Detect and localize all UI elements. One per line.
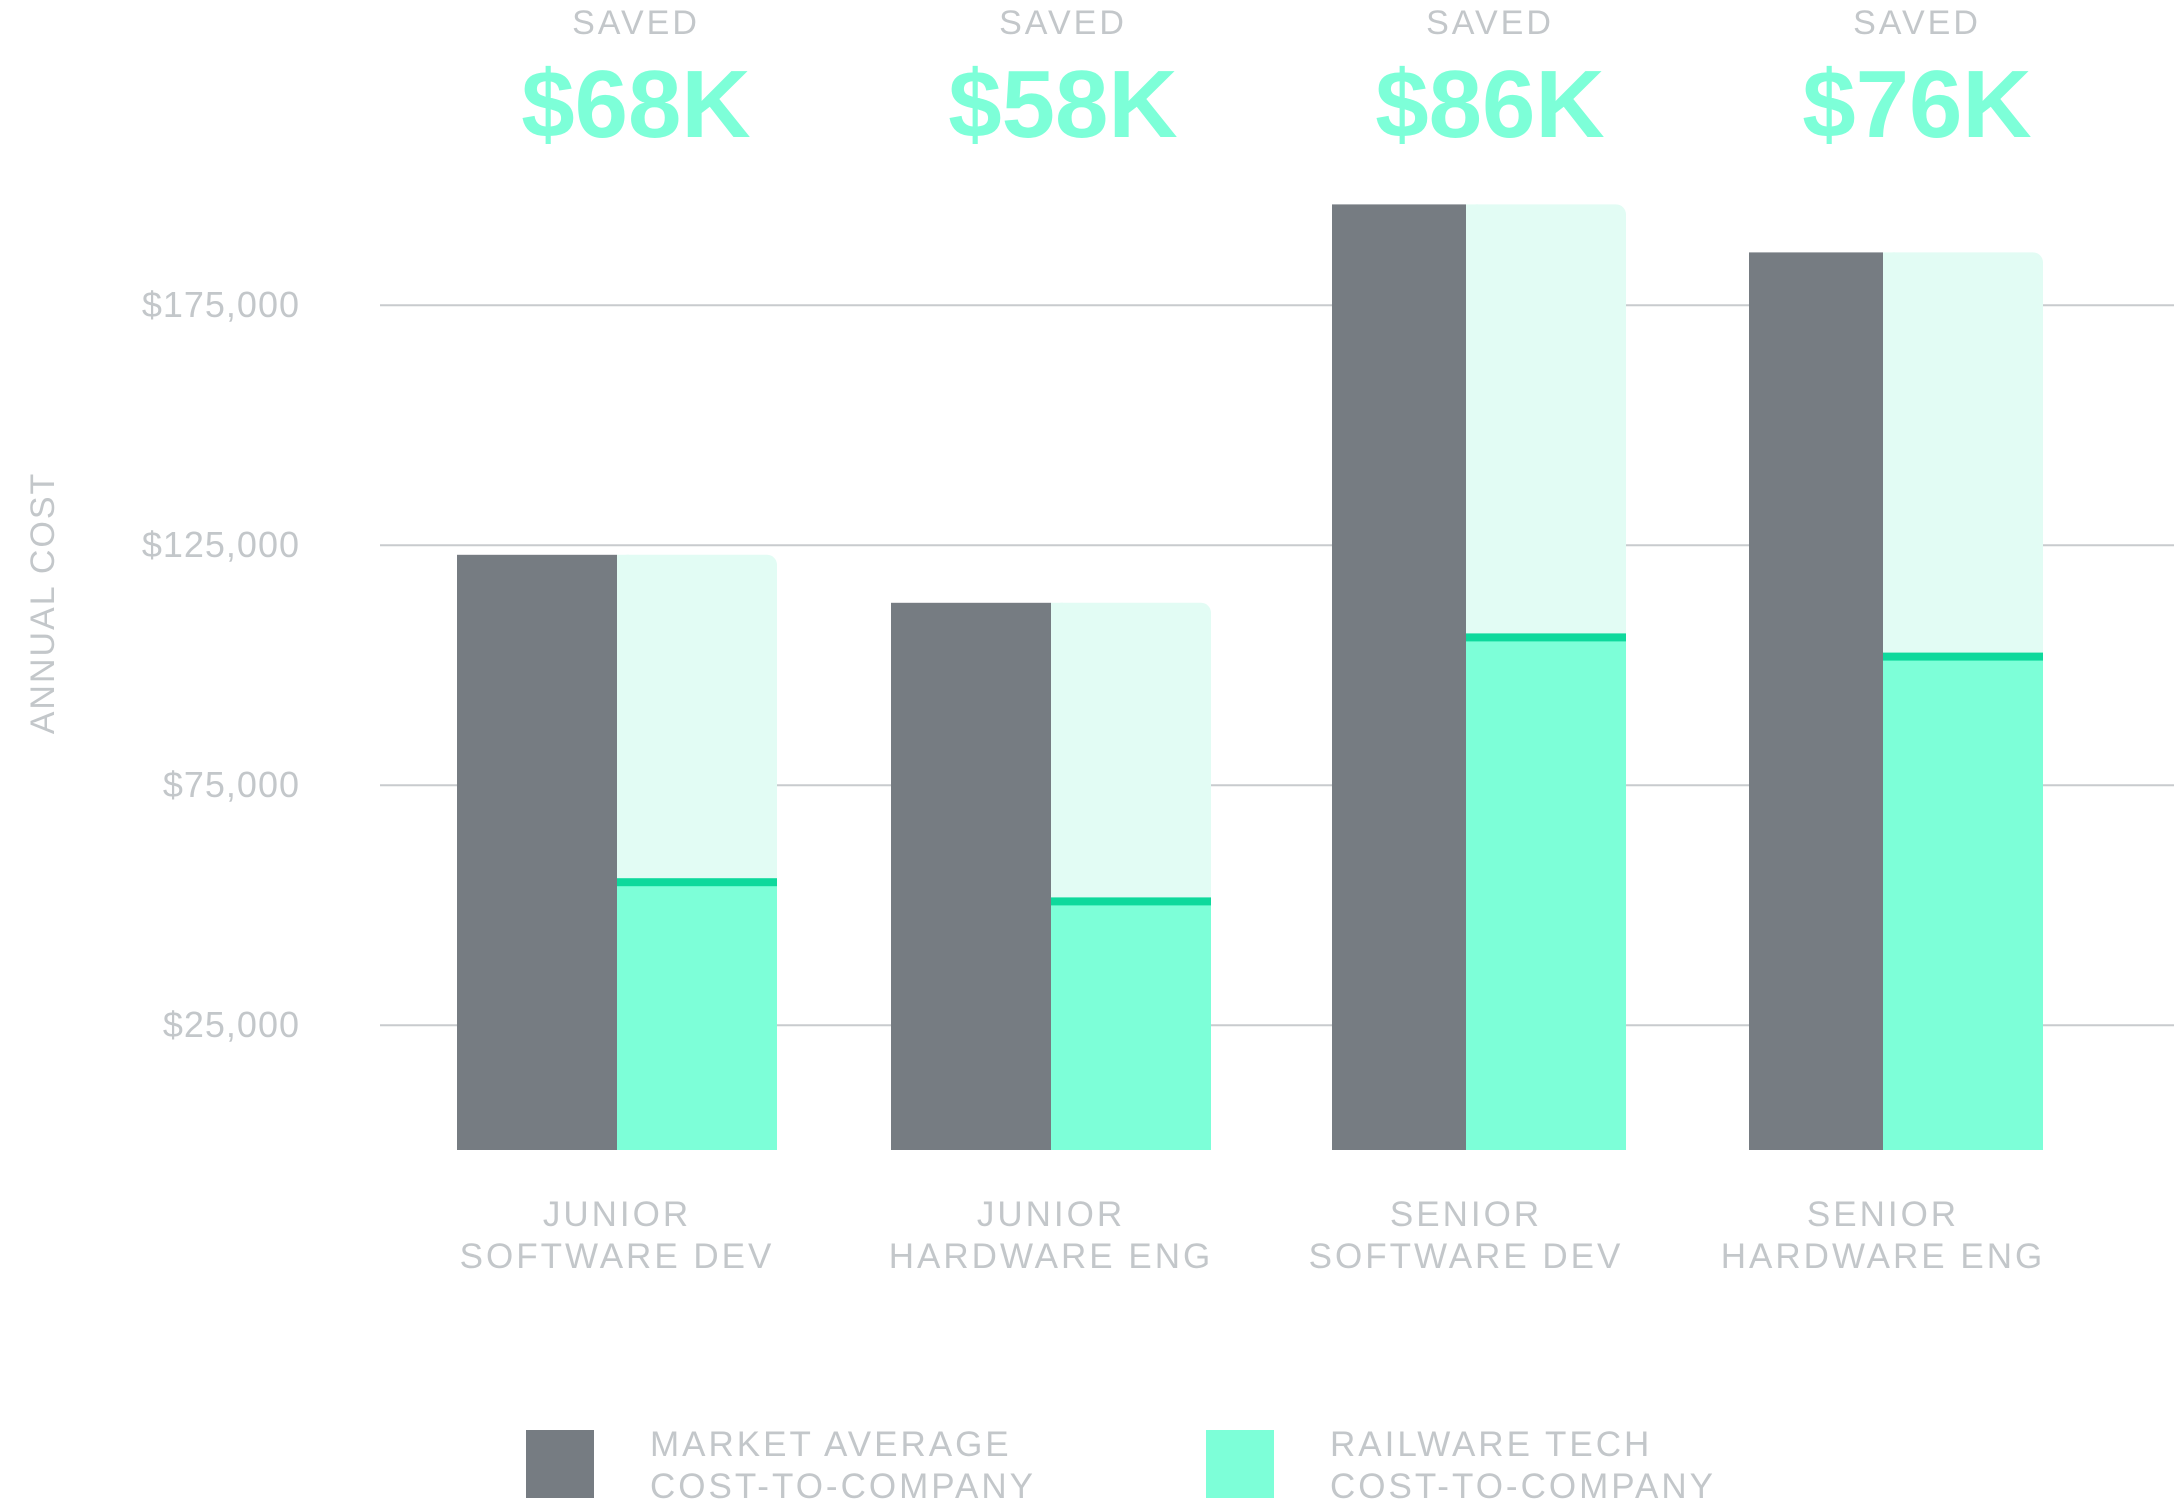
category-label: SOFTWARE DEV [460, 1237, 775, 1276]
category-label: JUNIOR [543, 1195, 691, 1234]
savings-bar-corner [617, 554, 629, 575]
legend-label: COST-TO-COMPANY [650, 1467, 1036, 1506]
saved-caption: SAVED [999, 4, 1127, 42]
legend-swatch-railware [1206, 1430, 1274, 1498]
category-label: SENIOR [1807, 1195, 1959, 1234]
railware-tech-bar-cap [1051, 897, 1211, 906]
saved-caption: SAVED [1853, 4, 1981, 42]
railware-tech-bar-cap [1883, 652, 2043, 661]
category-label: HARDWARE ENG [889, 1237, 1213, 1276]
railware-tech-bar [617, 881, 777, 1150]
y-tick-label: $175,000 [142, 284, 300, 325]
legend-label: MARKET AVERAGE [650, 1425, 1012, 1464]
category-label: HARDWARE ENG [1721, 1237, 2045, 1276]
bars-layer [457, 204, 2043, 1150]
market-average-bar [891, 602, 1051, 1150]
category-label: SENIOR [1390, 1195, 1542, 1234]
category-label: JUNIOR [977, 1195, 1125, 1234]
category-label: SOFTWARE DEV [1309, 1237, 1624, 1276]
savings-bar-body [617, 566, 777, 882]
savings-bar-corner [1466, 204, 1478, 225]
labels-layer: ANNUAL COST $25,000 $75,000 $125,000 $175,00… [24, 4, 2045, 1276]
savings-bar-body [1051, 614, 1211, 901]
saved-amount: $86K [1375, 51, 1605, 158]
railware-tech-bar [1883, 655, 2043, 1150]
saved-amount: $68K [521, 51, 751, 158]
legend-swatch-market [526, 1430, 594, 1498]
y-tick-label: $125,000 [142, 524, 300, 565]
y-tick-label: $75,000 [163, 764, 300, 805]
railware-tech-bar-cap [1466, 633, 1626, 642]
savings-bar-body [1883, 264, 2043, 656]
savings-bar-body [1466, 216, 1626, 637]
railware-tech-bar-cap [617, 878, 777, 887]
y-tick-label: $25,000 [163, 1004, 300, 1045]
savings-bar-corner [1051, 602, 1063, 623]
saved-amount: $58K [948, 51, 1178, 158]
saved-caption: SAVED [1426, 4, 1554, 42]
saved-caption: SAVED [572, 4, 700, 42]
savings-bar-corner [1883, 252, 1895, 273]
railware-tech-bar [1466, 636, 1626, 1150]
saved-amount: $76K [1802, 51, 2032, 158]
market-average-bar [1749, 252, 1883, 1150]
legend-label: COST-TO-COMPANY [1330, 1467, 1716, 1506]
railware-tech-bar [1051, 900, 1211, 1150]
y-axis-title: ANNUAL COST [24, 472, 62, 735]
market-average-bar [457, 554, 617, 1150]
market-average-bar [1332, 204, 1466, 1150]
legend-label: RAILWARE TECH [1330, 1425, 1652, 1464]
